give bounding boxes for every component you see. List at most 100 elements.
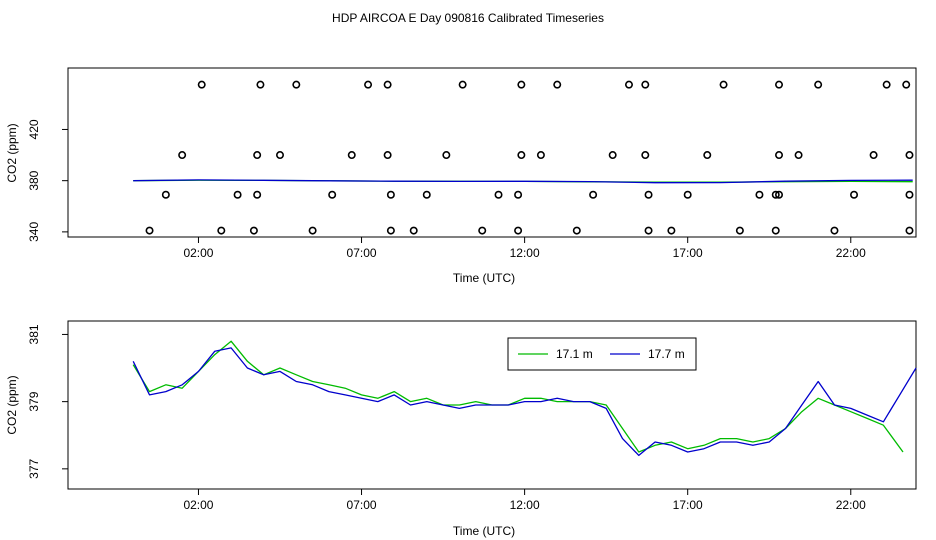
top-x-tick-label: 02:00 — [183, 246, 213, 260]
bottom-y-tick-label: 381 — [27, 324, 41, 344]
top-data-point — [494, 190, 503, 199]
top-data-point — [233, 190, 242, 199]
top-data-point — [256, 80, 265, 89]
top-data-point — [328, 190, 337, 199]
top-data-point — [253, 190, 262, 199]
top-data-point — [905, 151, 914, 160]
bottom-y-axis-label: CO2 (ppm) — [5, 375, 19, 434]
legend: 17.1 m 17.7 m — [507, 337, 697, 371]
legend-label-17-7m: 17.7 m — [648, 347, 685, 361]
top-series-layer — [133, 179, 913, 184]
top-data-point — [882, 80, 891, 89]
top-points-layer — [145, 80, 914, 235]
top-data-point — [308, 226, 317, 235]
top-data-point — [608, 151, 617, 160]
top-data-point — [667, 226, 676, 235]
top-data-point — [553, 80, 562, 89]
top-data-point — [458, 80, 467, 89]
top-data-point — [641, 151, 650, 160]
top-data-point — [217, 226, 226, 235]
top-data-point — [755, 190, 764, 199]
top-data-point — [197, 80, 206, 89]
top-data-point — [775, 151, 784, 160]
top-y-axis-label: CO2 (ppm) — [5, 123, 19, 182]
top-data-point — [771, 226, 780, 235]
top-x-tick-label: 07:00 — [347, 246, 377, 260]
top-y-tick-label: 380 — [27, 170, 41, 190]
legend-label-17-1m: 17.1 m — [556, 347, 593, 361]
bottom-y-tick-label: 379 — [27, 391, 41, 411]
top-data-point — [814, 80, 823, 89]
top-data-point — [386, 190, 395, 199]
bottom-x-tick-label: 12:00 — [510, 498, 540, 512]
top-data-point — [536, 151, 545, 160]
top-x-tick-label: 22:00 — [836, 246, 866, 260]
bottom-x-tick-label: 17:00 — [673, 498, 703, 512]
top-data-point — [905, 226, 914, 235]
top-data-point — [517, 151, 526, 160]
top-plot-frame — [67, 67, 917, 238]
chart-title: HDP AIRCOA E Day 090816 Calibrated Times… — [332, 11, 604, 25]
top-data-point — [775, 80, 784, 89]
top-series-line-2 — [133, 179, 913, 184]
top-data-point — [275, 151, 284, 160]
bottom-series-line-2 — [132, 347, 917, 457]
top-data-point — [641, 80, 650, 89]
top-x-axis: 02:00 07:00 12:00 17:00 22:00 — [183, 237, 866, 260]
top-data-point — [347, 151, 356, 160]
top-x-tick-label: 12:00 — [510, 246, 540, 260]
top-data-point — [771, 190, 780, 199]
top-data-point — [735, 226, 744, 235]
top-data-point — [383, 151, 392, 160]
top-y-tick-label: 340 — [27, 222, 41, 242]
bottom-panel: 02:00 07:00 12:00 17:00 22:00 377 379 381 Time… — [5, 320, 917, 538]
top-x-tick-label: 17:00 — [673, 246, 703, 260]
top-data-point — [422, 190, 431, 199]
bottom-plot-frame — [67, 320, 917, 490]
top-data-point — [775, 190, 784, 199]
top-data-point — [644, 226, 653, 235]
top-data-point — [517, 80, 526, 89]
top-data-point — [383, 80, 392, 89]
top-data-point — [683, 190, 692, 199]
top-data-point — [364, 80, 373, 89]
top-data-point — [514, 226, 523, 235]
top-data-point — [624, 80, 633, 89]
top-y-tick-label: 420 — [27, 119, 41, 139]
top-data-point — [253, 151, 262, 160]
bottom-y-axis: 377 379 381 — [27, 324, 68, 479]
top-data-point — [409, 226, 418, 235]
top-data-point — [902, 80, 911, 89]
top-data-point — [514, 190, 523, 199]
bottom-y-tick-label: 377 — [27, 459, 41, 479]
top-data-point — [386, 226, 395, 235]
top-data-point — [850, 190, 859, 199]
top-data-point — [178, 151, 187, 160]
top-data-point — [442, 151, 451, 160]
top-data-point — [703, 151, 712, 160]
bottom-x-tick-label: 02:00 — [183, 498, 213, 512]
bottom-series-layer — [132, 340, 917, 457]
top-data-point — [830, 226, 839, 235]
top-data-point — [145, 226, 154, 235]
top-data-point — [249, 226, 258, 235]
top-data-point — [572, 226, 581, 235]
top-data-point — [292, 80, 301, 89]
top-data-point — [719, 80, 728, 89]
bottom-x-axis-label: Time (UTC) — [453, 524, 515, 538]
bottom-x-tick-label: 07:00 — [347, 498, 377, 512]
top-y-axis: 340 380 420 — [27, 119, 68, 242]
bottom-x-tick-label: 22:00 — [836, 498, 866, 512]
top-data-point — [905, 190, 914, 199]
top-data-point — [794, 151, 803, 160]
bottom-x-axis: 02:00 07:00 12:00 17:00 22:00 — [183, 489, 866, 512]
bottom-series-line-1 — [132, 340, 904, 453]
top-data-point — [589, 190, 598, 199]
top-data-point — [869, 151, 878, 160]
top-data-point — [644, 190, 653, 199]
top-data-point — [161, 190, 170, 199]
top-data-point — [478, 226, 487, 235]
top-x-axis-label: Time (UTC) — [453, 271, 515, 285]
top-panel: 02:00 07:00 12:00 17:00 22:00 340 380 420 Time… — [5, 67, 917, 285]
